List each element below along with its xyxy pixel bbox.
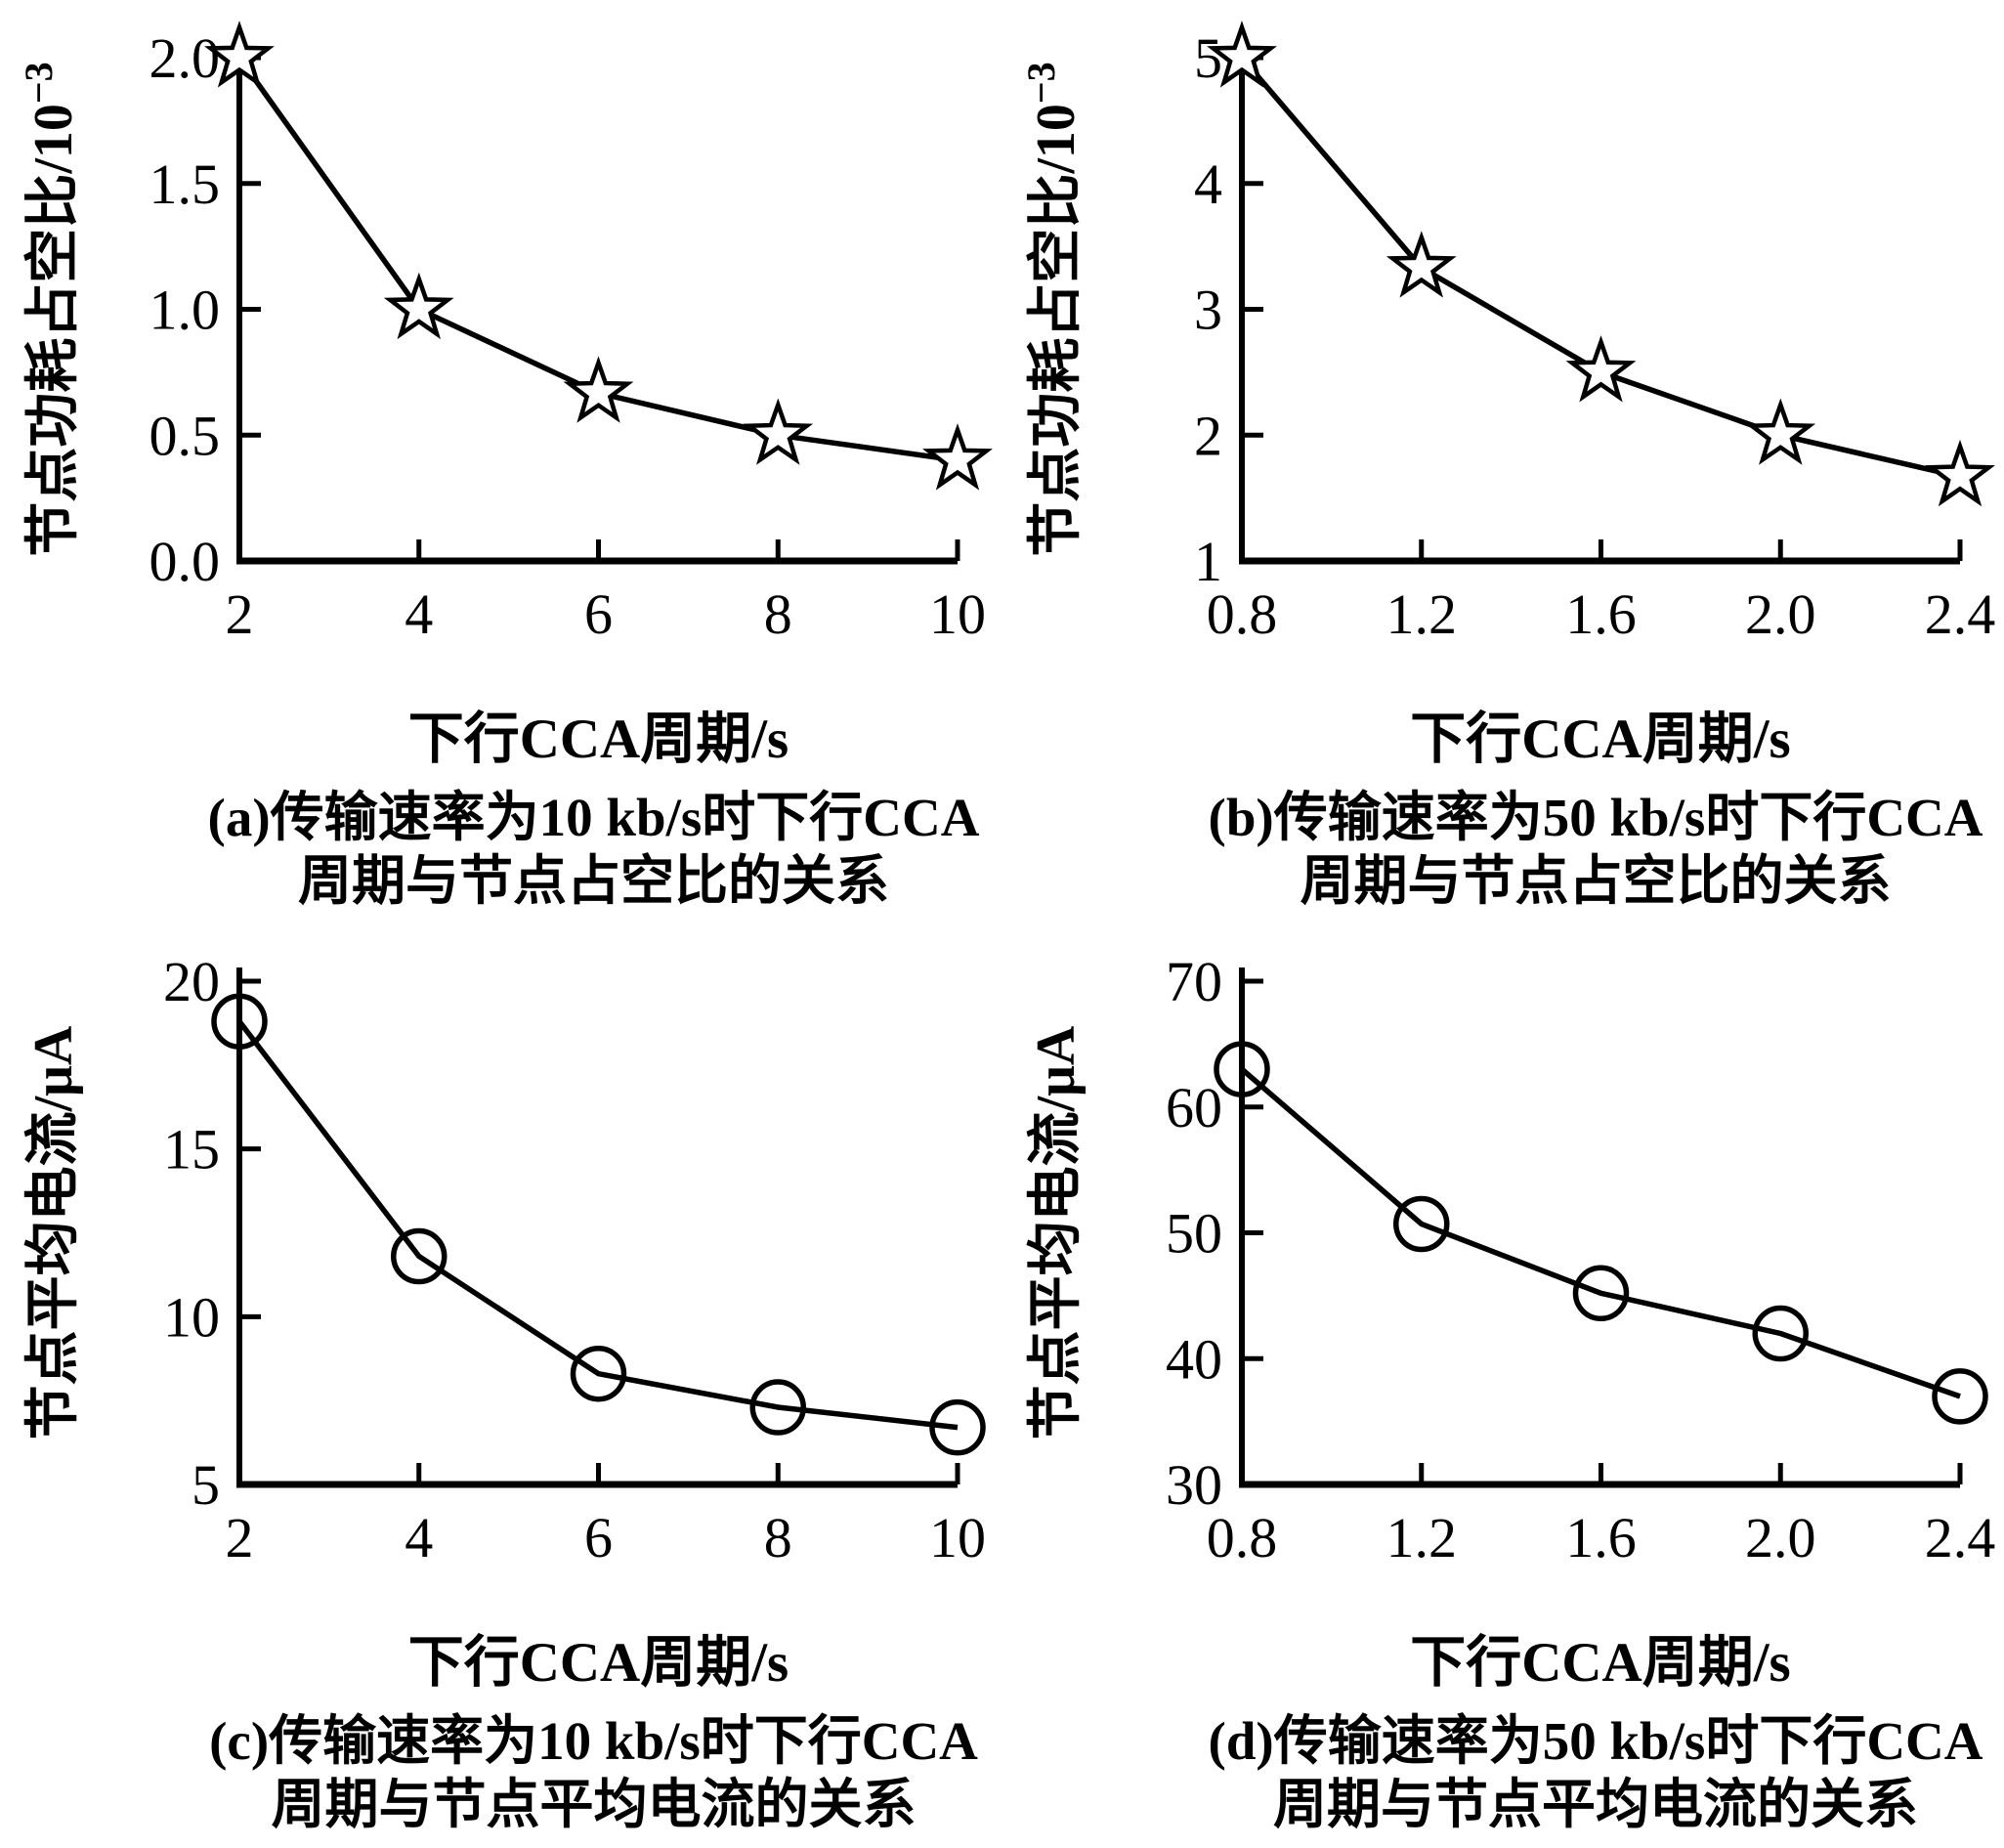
y-tick-label: 1.0 xyxy=(149,279,221,342)
x-tick-label: 10 xyxy=(929,1506,986,1569)
data-point-star-marker xyxy=(204,21,275,88)
chart-a-caption: (a)传输速率为10 kb/s时下行CCA 周期与节点占空比的关系 xyxy=(5,787,997,914)
x-tick-label: 2 xyxy=(226,1506,254,1569)
chart-a-caption-line1: (a)传输速率为10 kb/s时下行CCA xyxy=(207,787,980,847)
chart-b-caption: (b)传输速率为50 kb/s时下行CCA 周期与节点占空比的关系 xyxy=(1007,787,1999,914)
x-tick-label: 2.4 xyxy=(1924,582,1995,646)
y-tick-label: 60 xyxy=(1166,1076,1222,1139)
y-tick-label: 5 xyxy=(1194,26,1222,90)
chart-b-xlabel: 下行CCA周期/s xyxy=(1410,709,1791,770)
x-tick-label: 0.8 xyxy=(1206,1506,1277,1569)
y-tick-label: 15 xyxy=(163,1118,220,1182)
y-tick-label: 1 xyxy=(1194,530,1222,593)
x-tick-label: 10 xyxy=(929,582,986,646)
data-point-star-marker xyxy=(563,356,634,423)
data-point-star-marker xyxy=(1744,398,1815,465)
x-tick-label: 1.6 xyxy=(1565,1506,1637,1569)
y-tick-label: 1.5 xyxy=(149,152,221,216)
data-point-circle-marker xyxy=(211,993,268,1050)
chart-d-canvas: 0.8 1.2 1.6 2.0 2.4 30 40 50 60 70 节点平均电流/μA xyxy=(1026,950,1995,1569)
chart-c-xlabel: 下行CCA周期/s xyxy=(407,1632,789,1694)
data-series-line xyxy=(1239,56,1961,480)
x-tick-label: 6 xyxy=(584,1506,613,1569)
x-tick-label: 8 xyxy=(764,1506,792,1569)
y-tick-label: 20 xyxy=(163,950,220,1013)
y-tick-label: 0.5 xyxy=(149,404,221,467)
chart-b-panel: 0.8 1.2 1.6 2.0 2.4 1 2 3 4 5 节点功耗占空比/10−3 下行CCA周期… xyxy=(1002,0,2004,924)
y-tick-label: 50 xyxy=(1166,1202,1222,1266)
chart-a-canvas: 2 4 6 8 10 0.0 0.5 1.0 1.5 2.0 节点功耗占空比/10−3 xyxy=(17,21,993,646)
chart-c-caption: (c)传输速率为10 kb/s时下行CCA 周期与节点平均电流的关系 xyxy=(5,1710,997,1837)
y-axis-title: 节点平均电流/μA xyxy=(23,1025,84,1440)
chart-c-panel: 2 4 6 8 10 5 10 15 20 节点平均电流/μA 下行CCA周期/s (c)传输速率… xyxy=(0,924,1002,1848)
data-point-circle-marker xyxy=(570,1345,627,1402)
data-point-circle-marker xyxy=(1572,1265,1629,1322)
x-tick-label: 2.0 xyxy=(1745,582,1816,646)
data-point-circle-marker xyxy=(1213,1041,1270,1097)
chart-d-caption: (d)传输速率为50 kb/s时下行CCA 周期与节点平均电流的关系 xyxy=(1007,1710,1999,1837)
data-point-star-marker xyxy=(743,398,814,465)
data-point-star-marker xyxy=(1206,21,1277,88)
data-point-circle-marker xyxy=(391,1227,448,1285)
data-point-star-marker xyxy=(1924,439,1995,507)
chart-d-xlabel: 下行CCA周期/s xyxy=(1410,1632,1791,1694)
x-tick-label: 1.2 xyxy=(1386,582,1457,646)
x-tick-label: 1.2 xyxy=(1386,1506,1457,1569)
x-tick-label: 4 xyxy=(405,582,433,646)
x-tick-label: 2.4 xyxy=(1924,1506,1995,1569)
x-tick-label: 1.6 xyxy=(1565,582,1637,646)
y-tick-label: 2.0 xyxy=(149,26,221,90)
data-point-star-marker xyxy=(1386,231,1457,298)
data-point-star-marker xyxy=(922,423,993,491)
data-point-circle-marker xyxy=(929,1398,986,1456)
y-tick-label: 40 xyxy=(1166,1327,1222,1391)
chart-a-xlabel: 下行CCA周期/s xyxy=(407,709,789,770)
chart-d-caption-line2: 周期与节点平均电流的关系 xyxy=(1272,1774,1918,1834)
data-point-circle-marker xyxy=(749,1379,806,1436)
x-tick-label: 2 xyxy=(226,582,254,646)
x-tick-label: 8 xyxy=(764,582,792,646)
data-point-circle-marker xyxy=(1931,1368,1988,1425)
y-tick-label: 2 xyxy=(1194,404,1222,467)
y-axis-title: 节点功耗占空比/10−3 xyxy=(17,62,84,556)
data-point-circle-marker xyxy=(1752,1305,1809,1362)
y-tick-label: 0.0 xyxy=(149,530,221,593)
chart-c-canvas: 2 4 6 8 10 5 10 15 20 节点平均电流/μA xyxy=(23,950,986,1569)
y-tick-label: 3 xyxy=(1194,279,1222,342)
chart-c-caption-line2: 周期与节点平均电流的关系 xyxy=(271,1774,917,1834)
chart-d-caption-line1: (d)传输速率为50 kb/s时下行CCA xyxy=(1208,1710,1983,1771)
y-axis-title: 节点功耗占空比/10−3 xyxy=(1019,62,1087,556)
y-tick-label: 30 xyxy=(1166,1453,1222,1517)
chart-b-caption-line2: 周期与节点占空比的关系 xyxy=(1300,850,1892,911)
data-point-circle-marker xyxy=(1392,1195,1449,1253)
data-series-line xyxy=(1239,1067,1961,1399)
y-tick-label: 5 xyxy=(192,1453,220,1517)
chart-b-canvas: 0.8 1.2 1.6 2.0 2.4 1 2 3 4 5 节点功耗占空比/10−3 xyxy=(1019,21,1995,646)
y-tick-label: 70 xyxy=(1166,950,1222,1013)
x-tick-label: 4 xyxy=(405,1506,433,1569)
x-tick-label: 2.0 xyxy=(1745,1506,1816,1569)
chart-a-panel: 2 4 6 8 10 0.0 0.5 1.0 1.5 2.0 节点功耗占空比/10−3 下行CCA周… xyxy=(0,0,1002,924)
chart-a-caption-line2: 周期与节点占空比的关系 xyxy=(297,850,889,911)
chart-c-caption-line1: (c)传输速率为10 kb/s时下行CCA xyxy=(209,1710,978,1771)
x-tick-label: 6 xyxy=(584,582,613,646)
data-point-star-marker xyxy=(1565,335,1636,403)
y-tick-label: 10 xyxy=(163,1285,220,1349)
chart-b-caption-line1: (b)传输速率为50 kb/s时下行CCA xyxy=(1208,787,1983,847)
y-axis-title: 节点平均电流/μA xyxy=(1026,1025,1087,1440)
chart-d-panel: 0.8 1.2 1.6 2.0 2.4 30 40 50 60 70 节点平均电流/μA 下行CCA… xyxy=(1002,924,2004,1848)
x-tick-label: 0.8 xyxy=(1206,582,1277,646)
data-series-line xyxy=(236,1019,959,1431)
data-point-star-marker xyxy=(383,272,454,340)
y-tick-label: 4 xyxy=(1194,152,1222,216)
